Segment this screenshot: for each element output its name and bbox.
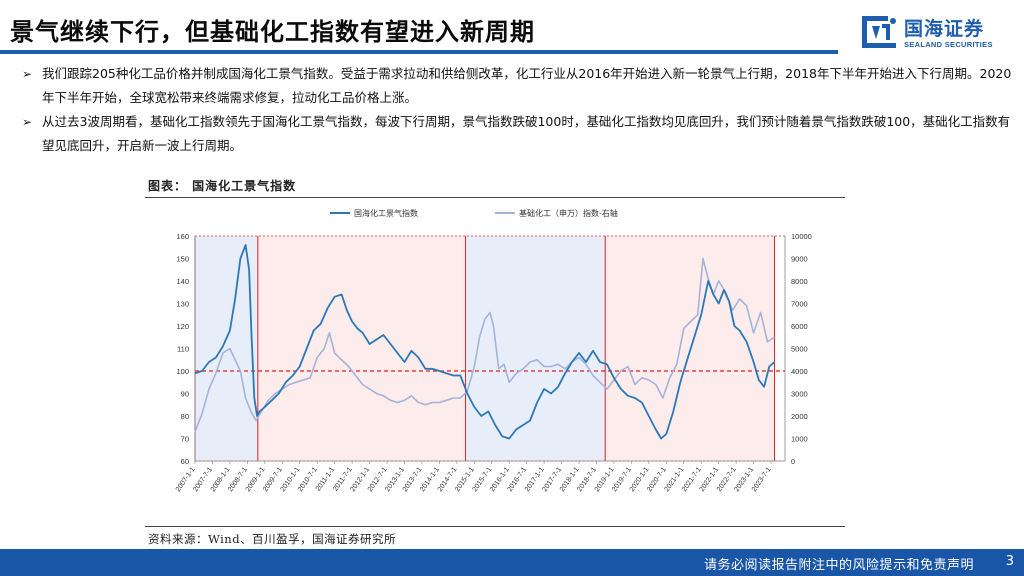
y-left-tick-label: 100: [176, 367, 189, 376]
y-right-tick-label: 8000: [791, 277, 808, 286]
y-left-tick-label: 140: [176, 277, 189, 286]
y-right-tick-label: 6000: [791, 322, 808, 331]
y-right-tick-label: 10000: [791, 232, 812, 241]
chart-caption: 图表： 国海化工景气指数: [148, 179, 297, 193]
bullet-item: ➢ 我们跟踪205种化工品价格并制成国海化工景气指数。受益于需求拉动和供给侧改革…: [22, 62, 1012, 110]
y-right-tick-label: 5000: [791, 345, 808, 354]
y-left-tick-label: 70: [181, 435, 189, 444]
logo-text-en: SEALAND SECURITIES: [904, 40, 993, 49]
arrow-bullet-icon: ➢: [22, 115, 33, 129]
title-bar: 景气继续下行，但基础化工指数有望进入新周期 国海证券 SEALAND SECUR…: [0, 0, 1024, 58]
legend-label: 基础化工（申万）指数-右轴: [519, 208, 618, 218]
legend-label: 国海化工景气指数: [354, 208, 418, 218]
y-right-tick-label: 2000: [791, 412, 808, 421]
series-line-sealand-index: [194, 244, 776, 440]
y-left-tick-label: 60: [181, 457, 189, 466]
y-left-tick-label: 120: [176, 322, 189, 331]
y-right-tick-label: 9000: [791, 255, 808, 264]
y-left-tick-label: 90: [181, 390, 189, 399]
y-left-tick-label: 160: [176, 232, 189, 241]
page-title: 景气继续下行，但基础化工指数有望进入新周期: [10, 18, 535, 46]
bullet-item: ➢ 从过去3波周期看，基础化工指数领先于国海化工景气指数，每波下行周期，景气指数…: [22, 110, 1012, 158]
chart-source: 资料来源：Wind、百川盈孚，国海证券研究所: [148, 532, 397, 546]
sealand-logo-icon: [862, 16, 896, 48]
chart-figure: 图表： 国海化工景气指数 160 150 140 130 120 110 100 90 80 70…: [145, 175, 845, 550]
y-right-tick-label: 3000: [791, 390, 808, 399]
shaded-period: [195, 236, 258, 461]
y-right-tick-label: 7000: [791, 300, 808, 309]
bullet-list: ➢ 我们跟踪205种化工品价格并制成国海化工景气指数。受益于需求拉动和供给侧改革…: [22, 62, 1012, 158]
chart-top-rule: [145, 197, 845, 198]
y-left-tick-label: 130: [176, 300, 189, 309]
arrow-bullet-icon: ➢: [22, 67, 33, 81]
title-underline: [0, 50, 838, 54]
line-chart: 1601501401301201101009080706010000900080…: [175, 208, 812, 493]
y-left-tick-label: 80: [181, 412, 189, 421]
y-right-tick-label: 1000: [791, 435, 808, 444]
bullet-text: 我们跟踪205种化工品价格并制成国海化工景气指数。受益于需求拉动和供给侧改革，化…: [42, 66, 1012, 105]
footer-bar: 请务必阅读报告附注中的风险提示和免责声明 3: [0, 549, 1024, 576]
y-left-tick-label: 150: [176, 255, 189, 264]
y-left-tick-label: 110: [177, 345, 189, 354]
footer-disclaimer: 请务必阅读报告附注中的风险提示和免责声明: [703, 558, 974, 573]
page-number: 3: [1005, 554, 1014, 569]
y-right-tick-label: 0: [791, 457, 795, 466]
shaded-period: [257, 236, 466, 461]
y-right-tick-label: 4000: [791, 367, 808, 376]
shaded-period: [465, 236, 606, 461]
logo-text-cn: 国海证券: [904, 18, 985, 40]
series-line-basic-chem-index: [194, 257, 775, 433]
chart-bottom-rule: [145, 526, 845, 527]
bullet-text: 从过去3波周期看，基础化工指数领先于国海化工景气指数，每波下行周期，景气指数跌破…: [42, 114, 1011, 153]
company-logo: 国海证券 SEALAND SECURITIES: [860, 12, 1010, 54]
